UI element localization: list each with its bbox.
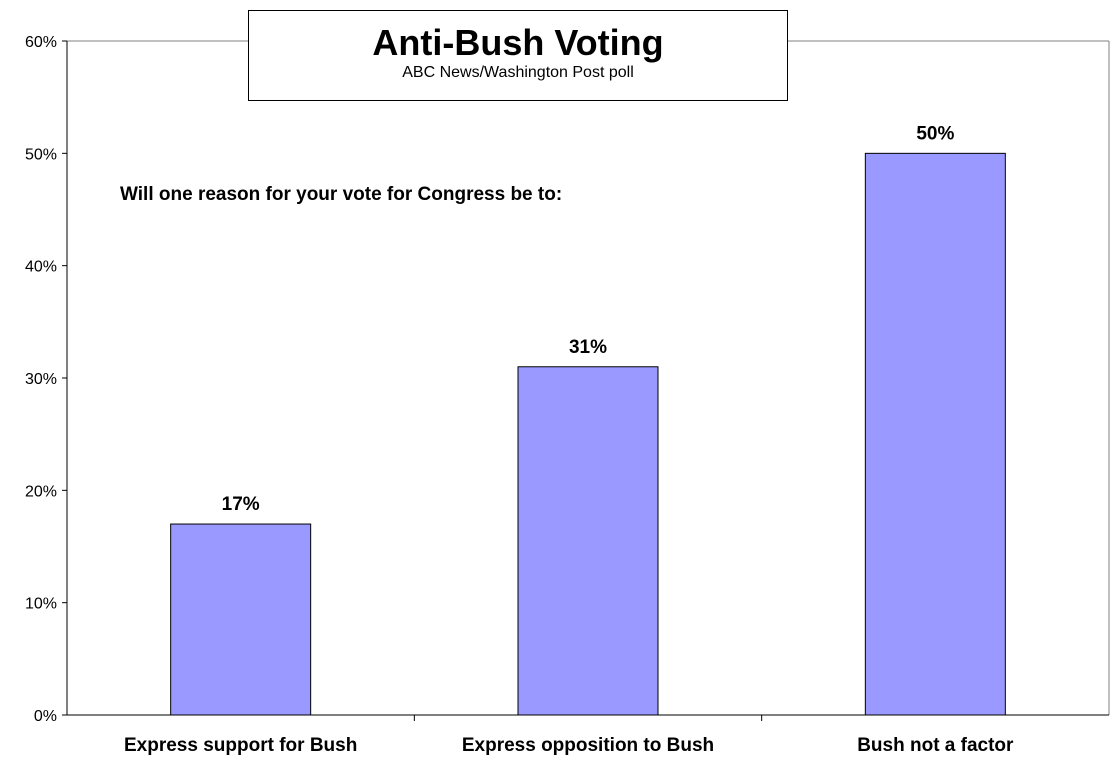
y-tick-label: 20%	[25, 483, 57, 500]
chart-annotation: Will one reason for your vote for Congre…	[120, 184, 562, 205]
y-tick-label: 0%	[34, 708, 57, 725]
data-label: 17%	[222, 494, 260, 515]
chart-subtitle: ABC News/Washington Post poll	[402, 64, 634, 81]
x-tick-label: Express support for Bush	[124, 735, 357, 756]
bar	[170, 523, 312, 716]
y-tick-label: 10%	[25, 596, 57, 613]
labels: 17% Express support for Bush 31% Express op…	[124, 123, 1014, 756]
bar	[864, 152, 1006, 716]
x-tick-label: Express opposition to Bush	[462, 735, 714, 756]
bars	[170, 152, 1006, 716]
y-tick-label: 60%	[25, 34, 57, 51]
data-label: 31%	[569, 337, 607, 358]
bar	[517, 366, 659, 716]
chart-title-box: Anti-Bush Voting ABC News/Washington Pos…	[248, 10, 788, 101]
data-label: 50%	[916, 123, 954, 144]
y-tick-label: 40%	[25, 259, 57, 276]
y-tick-label: 50%	[25, 146, 57, 163]
y-tick-label: 30%	[25, 371, 57, 388]
chart-title: Anti-Bush Voting	[372, 22, 664, 63]
x-tick-label: Bush not a factor	[857, 735, 1014, 756]
